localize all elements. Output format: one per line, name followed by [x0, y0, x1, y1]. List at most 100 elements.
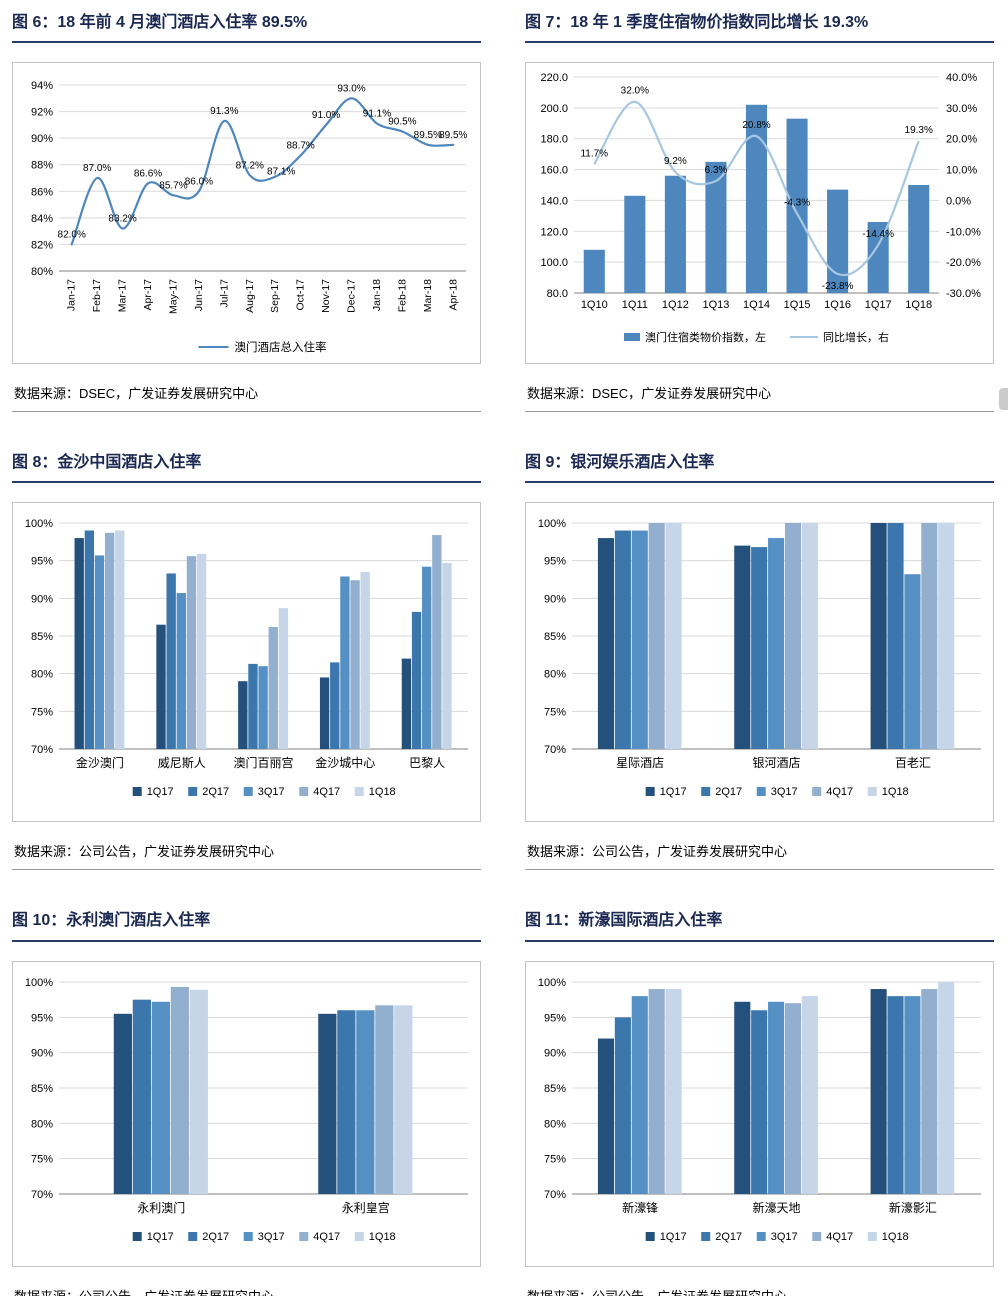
svg-text:89.5%: 89.5%: [414, 130, 442, 141]
figure-10: 图 10：永利澳门酒店入住率 70% 75% 80% 85% 90% 95% 100% 永利澳…: [12, 908, 481, 1296]
figure-6-data-source: 数据来源：DSEC，广发证券发展研究中心: [12, 375, 481, 413]
svg-text:永利澳门: 永利澳门: [137, 1200, 185, 1215]
figure-9-title: 图 9：银河娱乐酒店入住率: [525, 450, 994, 484]
svg-text:1Q13: 1Q13: [702, 299, 729, 311]
svg-text:-23.8%: -23.8%: [822, 281, 854, 292]
svg-text:新濠影汇: 新濠影汇: [889, 1200, 937, 1215]
svg-text:87.1%: 87.1%: [267, 167, 295, 178]
svg-text:Sep-17: Sep-17: [269, 279, 281, 313]
figure-7-data-source: 数据来源：DSEC，广发证券发展研究中心: [525, 375, 994, 413]
svg-text:85%: 85%: [31, 1083, 53, 1095]
svg-text:永利皇宫: 永利皇宫: [342, 1200, 390, 1215]
svg-text:91.3%: 91.3%: [210, 106, 238, 117]
svg-text:2Q17: 2Q17: [715, 786, 742, 798]
figure-9-chart-box: 70% 75% 80% 85% 90% 95% 100% 星际酒店 银河酒店 百老汇 1Q17 2Q1…: [525, 502, 994, 823]
scrollbar-thumb[interactable]: [999, 388, 1008, 410]
svg-text:Apr-18: Apr-18: [447, 279, 459, 311]
svg-text:Feb-17: Feb-17: [91, 279, 103, 312]
figure-9-data-source: 数据来源：公司公告，广发证券发展研究中心: [525, 833, 994, 871]
figure-9: 图 9：银河娱乐酒店入住率 70% 75% 80% 85% 90% 95% 100% 星际酒店…: [525, 450, 994, 871]
svg-text:89.5%: 89.5%: [439, 130, 467, 141]
svg-text:金沙城中心: 金沙城中心: [315, 755, 375, 770]
svg-text:30.0%: 30.0%: [946, 103, 977, 115]
svg-text:1Q18: 1Q18: [882, 1231, 909, 1243]
svg-text:2Q17: 2Q17: [715, 1231, 742, 1243]
svg-text:100%: 100%: [25, 977, 53, 989]
svg-text:-10.0%: -10.0%: [946, 226, 981, 238]
svg-text:Dec-17: Dec-17: [346, 279, 358, 313]
svg-text:95%: 95%: [31, 556, 53, 568]
svg-text:10.0%: 10.0%: [946, 165, 977, 177]
svg-text:1Q17: 1Q17: [147, 786, 174, 798]
svg-text:88%: 88%: [31, 160, 53, 172]
svg-text:80%: 80%: [31, 669, 53, 681]
svg-text:85%: 85%: [31, 631, 53, 643]
svg-text:80%: 80%: [31, 266, 53, 278]
svg-text:94%: 94%: [31, 80, 53, 92]
svg-text:90%: 90%: [544, 1047, 566, 1059]
svg-text:2Q17: 2Q17: [202, 1231, 229, 1243]
figure-6-chart-box: 80% 82% 84% 86% 88% 90% 92% 94% 82.0% 87.0% 83.2% 8…: [12, 62, 481, 365]
figure-10-data-source: 数据来源：公司公告，广发证券发展研究中心: [12, 1278, 481, 1296]
svg-text:1Q15: 1Q15: [784, 299, 811, 311]
svg-text:1Q11: 1Q11: [622, 299, 648, 311]
svg-text:澳门酒店总入住率: 澳门酒店总入住率: [235, 340, 327, 354]
figure-10-chart-box: 70% 75% 80% 85% 90% 95% 100% 永利澳门 永利皇宫 1Q17 2Q17 3Q…: [12, 960, 481, 1267]
svg-text:Apr-17: Apr-17: [142, 279, 154, 311]
svg-text:May-17: May-17: [167, 279, 179, 314]
svg-text:85%: 85%: [544, 1083, 566, 1095]
svg-text:6.3%: 6.3%: [705, 165, 728, 176]
svg-text:90.5%: 90.5%: [388, 117, 416, 128]
figure-grid: 图 6：18 年前 4 月澳门酒店入住率 89.5% 80% 82% 84% 86% 8…: [12, 10, 994, 1296]
svg-text:1Q18: 1Q18: [369, 786, 396, 798]
svg-text:Aug-17: Aug-17: [244, 279, 256, 313]
figure-7-chart-box: 80.0 100.0 120.0 140.0 160.0 180.0 200.0 220.0 -…: [525, 62, 994, 365]
svg-text:-20.0%: -20.0%: [946, 257, 981, 269]
svg-text:140.0: 140.0: [540, 196, 568, 208]
svg-text:70%: 70%: [31, 1189, 53, 1201]
svg-text:4Q17: 4Q17: [826, 786, 853, 798]
svg-text:84%: 84%: [31, 213, 53, 225]
svg-text:1Q18: 1Q18: [905, 299, 932, 311]
svg-text:40.0%: 40.0%: [946, 72, 977, 84]
svg-text:Mar-17: Mar-17: [117, 279, 129, 312]
svg-text:85%: 85%: [544, 631, 566, 643]
sands-china-occupancy-bar-chart: 70% 75% 80% 85% 90% 95% 100% 金沙澳门 威尼斯人 澳门百丽宫 金沙城中心…: [25, 518, 468, 798]
svg-text:Oct-17: Oct-17: [295, 279, 307, 311]
svg-text:同比增长，右: 同比增长，右: [823, 330, 889, 344]
svg-text:32.0%: 32.0%: [621, 86, 649, 97]
svg-text:Jan-18: Jan-18: [371, 279, 383, 311]
svg-text:100.0: 100.0: [540, 257, 568, 269]
figure-11-title: 图 11：新濠国际酒店入住率: [525, 908, 994, 942]
figure-10-title: 图 10：永利澳门酒店入住率: [12, 908, 481, 942]
figure-11-data-source: 数据来源：公司公告，广发证券发展研究中心: [525, 1278, 994, 1296]
svg-text:Mar-18: Mar-18: [422, 279, 434, 312]
figure-7-title: 图 7：18 年 1 季度住宿物价指数同比增长 19.3%: [525, 10, 994, 44]
svg-text:82.0%: 82.0%: [58, 230, 86, 241]
svg-text:90%: 90%: [544, 594, 566, 606]
svg-text:88.7%: 88.7%: [286, 141, 314, 152]
svg-text:95%: 95%: [544, 556, 566, 568]
svg-text:80.0: 80.0: [547, 288, 568, 300]
svg-text:-30.0%: -30.0%: [946, 288, 981, 300]
svg-text:70%: 70%: [544, 744, 566, 756]
svg-text:3Q17: 3Q17: [771, 786, 798, 798]
figure-8-title: 图 8：金沙中国酒店入住率: [12, 450, 481, 484]
svg-text:86%: 86%: [31, 186, 53, 198]
svg-text:95%: 95%: [31, 1012, 53, 1024]
accommodation-price-index-combo-chart: 80.0 100.0 120.0 140.0 160.0 180.0 200.0 220.0 -…: [540, 72, 981, 344]
svg-text:83.2%: 83.2%: [108, 214, 136, 225]
macau-hotel-occupancy-line-chart: 80% 82% 84% 86% 88% 90% 92% 94% 82.0% 87.0% 83.2% 8…: [31, 80, 468, 354]
svg-text:星际酒店: 星际酒店: [616, 756, 664, 770]
svg-text:20.0%: 20.0%: [946, 134, 977, 146]
svg-text:1Q18: 1Q18: [882, 786, 909, 798]
svg-text:1Q10: 1Q10: [581, 299, 608, 311]
svg-text:70%: 70%: [31, 744, 53, 756]
svg-text:1Q12: 1Q12: [662, 299, 689, 311]
svg-text:澳门住宿类物价指数，左: 澳门住宿类物价指数，左: [645, 330, 766, 344]
svg-text:200.0: 200.0: [540, 103, 568, 115]
svg-text:80%: 80%: [544, 669, 566, 681]
svg-text:新濠天地: 新濠天地: [752, 1200, 800, 1215]
figure-7: 图 7：18 年 1 季度住宿物价指数同比增长 19.3% 80.0 100.0 1…: [525, 10, 994, 413]
